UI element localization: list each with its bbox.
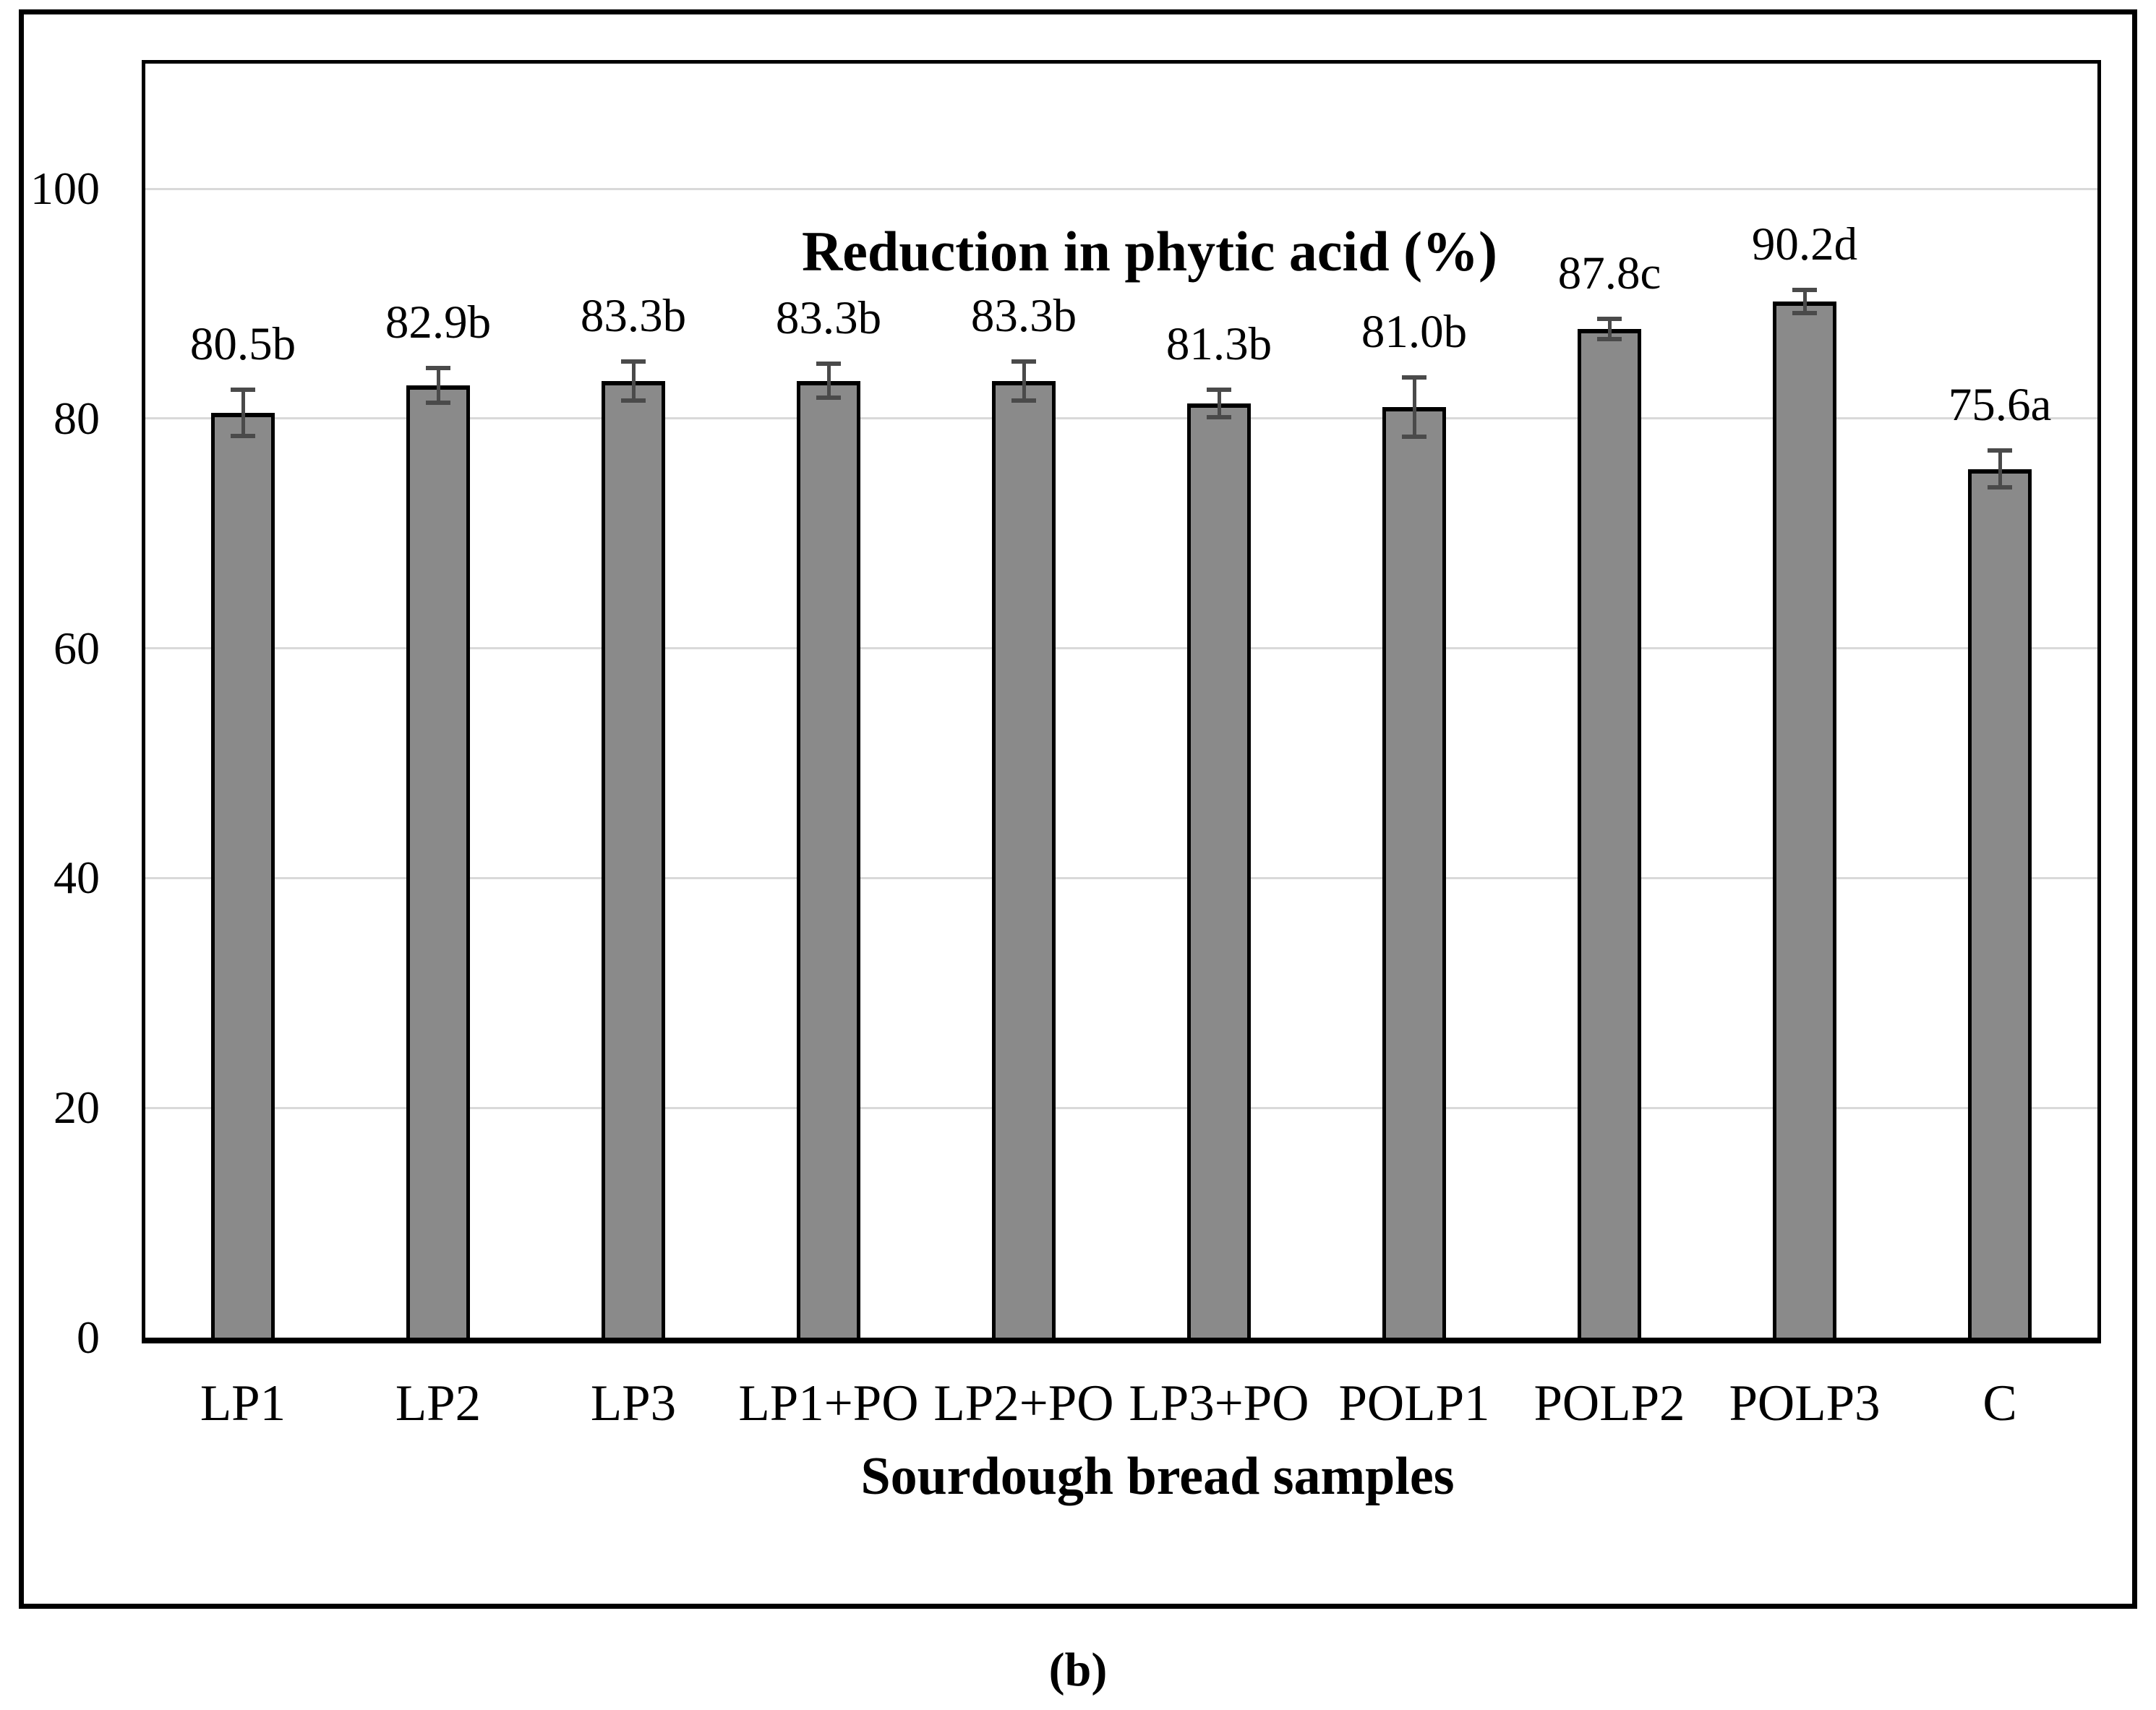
x-tick-label-POLP2: POLP2 [1533, 1375, 1685, 1432]
bar-value-label: 80.5b [189, 318, 296, 371]
error-bar-bottom-cap [816, 396, 841, 401]
bar-LP1 [211, 413, 275, 1338]
x-tick-label-LP2+PO: LP2+PO [933, 1375, 1114, 1432]
error-bar [1998, 450, 2002, 488]
error-bar-top-cap [621, 359, 646, 364]
x-tick-label-LP3: LP3 [590, 1375, 677, 1432]
gridline [145, 187, 2097, 190]
bar-value-label: 90.2d [1751, 218, 1858, 270]
error-bar-bottom-cap [426, 400, 450, 405]
gridline [145, 1106, 2097, 1109]
bar-LP3 [602, 380, 665, 1338]
error-bar-top-cap [1207, 388, 1231, 393]
bar-value-label: 83.3b [580, 289, 687, 342]
y-tick-label: 60 [54, 622, 100, 674]
y-tick-label: 20 [54, 1082, 100, 1134]
error-bar [241, 390, 245, 436]
bar-value-label: 83.3b [775, 291, 882, 344]
error-bar [1412, 377, 1416, 437]
bar-value-label: 87.8c [1557, 247, 1661, 299]
x-tick-label-LP2: LP2 [395, 1375, 482, 1432]
gridline [145, 417, 2097, 420]
error-bar-top-cap [1011, 359, 1036, 364]
bar-LP2+PO [992, 380, 1056, 1338]
error-bar [1217, 390, 1221, 418]
y-tick-label: 0 [77, 1312, 100, 1363]
gridline [145, 647, 2097, 650]
bar-POLP3 [1773, 301, 1836, 1338]
x-axis-title: Sourdough bread samples [860, 1447, 1455, 1506]
error-bar-bottom-cap [621, 398, 646, 403]
bar-value-label: 83.3b [970, 289, 1077, 342]
error-bar-bottom-cap [1988, 485, 2012, 490]
error-bar-bottom-cap [1597, 337, 1622, 342]
error-bar-top-cap [1988, 448, 2012, 453]
bar-C [1968, 469, 2032, 1338]
bar-value-label: 81.0b [1361, 305, 1468, 358]
error-bar-top-cap [426, 366, 450, 371]
x-tick-label-C: C [1982, 1375, 2017, 1432]
y-tick-label: 40 [54, 852, 100, 904]
bar-LP1+PO [797, 380, 860, 1338]
error-bar-bottom-cap [1402, 435, 1426, 440]
figure-caption: (b) [1048, 1643, 1108, 1696]
error-bar-bottom-cap [231, 433, 255, 438]
error-bar-top-cap [1792, 287, 1817, 292]
error-bar [1022, 361, 1026, 401]
gridline [145, 876, 2097, 879]
error-bar-top-cap [1402, 375, 1426, 380]
bar-POLP2 [1578, 329, 1641, 1338]
error-bar-top-cap [816, 361, 841, 366]
bar-value-label: 82.9b [385, 296, 492, 349]
bar-LP3+PO [1187, 403, 1251, 1338]
error-bar [631, 361, 636, 401]
error-bar-top-cap [1597, 316, 1622, 321]
error-bar-bottom-cap [1011, 398, 1036, 403]
error-bar [826, 363, 831, 398]
chart-title: Reduction in phytic acid (%) [801, 220, 1498, 283]
bar-LP2 [406, 385, 470, 1338]
plot-area: 80.5b 82.9b 83.3b 83.3b 83.3b 81.3b 81.0b 87.8c… [142, 60, 2101, 1343]
x-tick-label-LP1+PO: LP1+PO [738, 1375, 919, 1432]
y-tick-label: 100 [30, 163, 100, 215]
x-tick-label-LP1: LP1 [200, 1375, 286, 1432]
bar-POLP1 [1382, 407, 1446, 1338]
x-tick-label-POLP1: POLP1 [1338, 1375, 1490, 1432]
error-bar [1802, 289, 1807, 313]
error-bar [1607, 318, 1612, 340]
error-bar-bottom-cap [1207, 415, 1231, 420]
bar-value-label: 81.3b [1165, 318, 1272, 371]
bar-value-label: 75.6a [1948, 379, 2052, 432]
error-bar-bottom-cap [1792, 310, 1817, 315]
error-bar [436, 368, 440, 403]
y-tick-label: 80 [54, 392, 100, 444]
x-tick-label-POLP3: POLP3 [1729, 1375, 1881, 1432]
error-bar-top-cap [231, 388, 255, 393]
x-tick-label-LP3+PO: LP3+PO [1129, 1375, 1309, 1432]
